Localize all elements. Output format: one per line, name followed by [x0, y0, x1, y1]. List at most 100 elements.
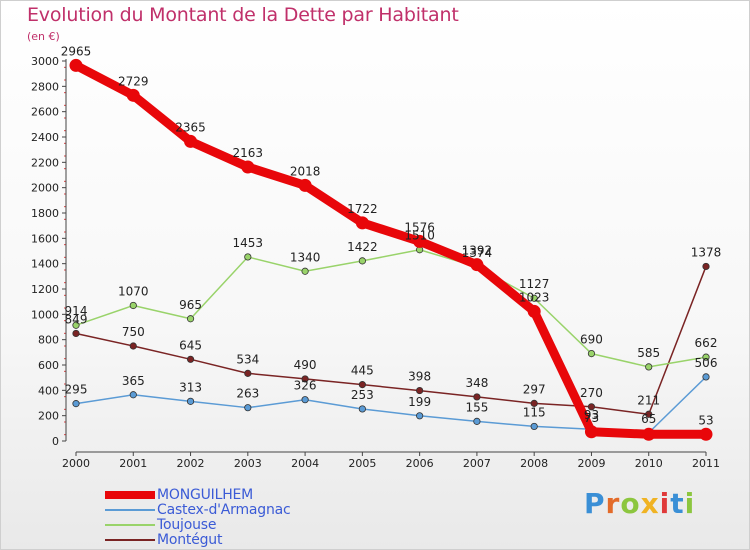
- logo-letter: i: [659, 487, 671, 520]
- data-point-monguilhem: [527, 304, 541, 318]
- data-point-castex-d-armagnac: [72, 400, 80, 408]
- y-tick-label: 0: [52, 435, 59, 448]
- data-point-castex-d-armagnac: [473, 417, 481, 425]
- data-point-mont-gut: [702, 262, 710, 271]
- data-label-toujouse: 914: [65, 304, 88, 318]
- legend-swatch: [105, 490, 155, 499]
- x-tick-label: 2002: [177, 457, 205, 470]
- legend-label: MONGUILHEM: [157, 486, 254, 503]
- legend-swatch: [105, 508, 155, 511]
- y-tick-label: 600: [38, 359, 59, 372]
- data-label-toujouse: 1422: [347, 240, 378, 254]
- x-tick-label: 2005: [348, 457, 376, 470]
- x-tick-label: 2009: [577, 457, 605, 470]
- data-point-mont-gut: [301, 375, 309, 383]
- data-point-mont-gut: [358, 381, 366, 389]
- chart-legend: MONGUILHEM Castex-d'Armagnac Toujouse Monté…: [105, 486, 291, 548]
- data-label-mont-gut: 534: [236, 352, 259, 366]
- y-tick-label: 2800: [31, 80, 59, 93]
- data-label-monguilhem: 2729: [118, 74, 149, 88]
- data-point-mont-gut: [587, 403, 596, 411]
- data-point-monguilhem: [69, 58, 83, 72]
- y-tick-label: 1400: [31, 258, 59, 271]
- legend-item: Montégut: [105, 531, 291, 548]
- data-point-mont-gut: [186, 355, 195, 363]
- data-point-toujouse: [530, 294, 538, 302]
- data-point-castex-d-armagnac: [358, 405, 366, 413]
- data-point-toujouse: [129, 301, 137, 310]
- data-label-mont-gut: 297: [523, 382, 546, 396]
- data-label-castex-d-armagnac: 365: [122, 374, 145, 388]
- legend-swatch: [105, 538, 155, 541]
- data-point-mont-gut: [416, 386, 424, 395]
- data-label-monguilhem: 73: [584, 411, 599, 425]
- legend-label: Montégut: [157, 531, 223, 548]
- data-label-mont-gut: 270: [580, 386, 603, 400]
- data-label-toujouse: 1070: [118, 284, 149, 298]
- data-label-mont-gut: 398: [408, 370, 431, 384]
- data-label-toujouse: 965: [179, 298, 202, 312]
- logo-letter: t: [670, 487, 685, 520]
- data-point-monguilhem: [470, 258, 484, 272]
- data-point-mont-gut: [244, 369, 252, 377]
- logo-letter: P: [584, 487, 606, 520]
- x-tick-label: 2011: [692, 457, 720, 470]
- y-tick-label: 1200: [31, 283, 59, 296]
- data-point-monguilhem: [699, 427, 713, 441]
- data-label-toujouse: 1510: [404, 229, 435, 243]
- data-point-monguilhem: [355, 216, 369, 230]
- data-label-toujouse: 690: [580, 333, 603, 347]
- y-tick-label: 1000: [31, 308, 59, 321]
- logo-letter: i: [684, 487, 696, 520]
- data-point-mont-gut: [473, 393, 481, 401]
- data-point-castex-d-armagnac: [702, 373, 710, 381]
- x-tick-label: 2004: [291, 457, 319, 470]
- data-label-toujouse: 1340: [290, 250, 321, 264]
- data-label-castex-d-armagnac: 93: [584, 408, 599, 422]
- data-label-mont-gut: 211: [637, 393, 660, 407]
- data-point-mont-gut: [129, 342, 137, 350]
- y-axis-unit-label: (en €): [27, 30, 60, 43]
- x-tick-label: 2010: [635, 457, 663, 470]
- data-point-toujouse: [358, 257, 366, 265]
- data-point-castex-d-armagnac: [244, 404, 252, 412]
- y-tick-label: 1600: [31, 232, 59, 245]
- data-label-monguilhem: 1023: [519, 290, 550, 304]
- data-label-castex-d-armagnac: 155: [465, 400, 488, 414]
- x-tick-label: 2007: [463, 457, 491, 470]
- data-label-castex-d-armagnac: 313: [179, 380, 202, 394]
- data-label-mont-gut: 645: [179, 338, 202, 352]
- data-label-castex-d-armagnac: 263: [236, 387, 259, 401]
- series-line-castex-d-armagnac: [75, 376, 707, 434]
- proxiti-logo: Proxiti: [584, 487, 695, 520]
- y-tick-label: 2000: [31, 182, 59, 195]
- logo-letter: x: [640, 487, 660, 520]
- data-label-castex-d-armagnac: 65: [641, 412, 656, 426]
- x-tick-label: 2000: [62, 457, 90, 470]
- data-point-monguilhem: [241, 160, 255, 174]
- series-line-mont-gut: [75, 265, 707, 416]
- data-point-castex-d-armagnac: [530, 422, 538, 431]
- data-point-monguilhem: [413, 234, 427, 248]
- y-tick-label: 1800: [31, 207, 59, 220]
- data-label-monguilhem: 53: [698, 413, 713, 427]
- x-tick-label: 2006: [406, 457, 434, 470]
- data-point-toujouse: [587, 349, 596, 358]
- y-tick-label: 200: [38, 410, 59, 423]
- data-label-toujouse: 1374: [462, 246, 493, 260]
- data-point-castex-d-armagnac: [129, 391, 137, 399]
- logo-letter: r: [605, 487, 621, 520]
- data-label-castex-d-armagnac: 326: [294, 379, 317, 393]
- data-label-monguilhem: 2163: [233, 146, 264, 160]
- data-point-castex-d-armagnac: [186, 397, 195, 405]
- data-point-monguilhem: [584, 425, 598, 439]
- data-label-mont-gut: 348: [465, 376, 488, 390]
- legend-item: Toujouse: [105, 517, 291, 533]
- logo-letter: o: [620, 487, 641, 520]
- series-line-monguilhem: [71, 60, 711, 439]
- legend-label: Castex-d'Armagnac: [157, 501, 291, 518]
- legend-item: MONGUILHEM: [105, 486, 291, 503]
- data-label-castex-d-armagnac: 506: [695, 356, 718, 370]
